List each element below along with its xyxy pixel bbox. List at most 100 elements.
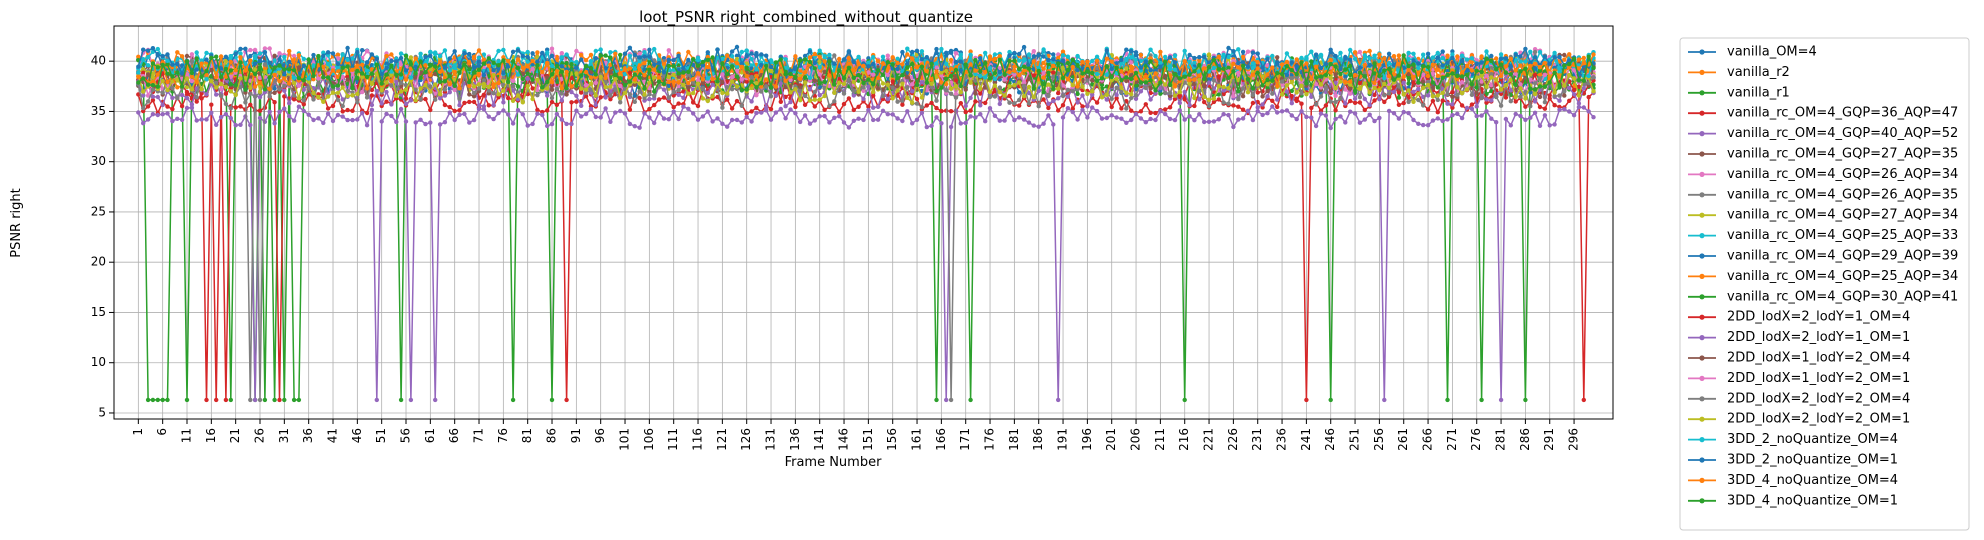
data-point xyxy=(1041,97,1045,101)
data-point xyxy=(745,115,749,119)
data-point xyxy=(219,115,223,119)
data-point xyxy=(1251,101,1255,105)
data-point xyxy=(574,109,578,113)
data-point xyxy=(1402,101,1406,105)
data-point xyxy=(1275,55,1279,59)
data-point xyxy=(895,116,899,120)
data-point xyxy=(988,106,992,110)
data-point xyxy=(1051,99,1055,103)
data-point xyxy=(482,93,486,97)
data-point xyxy=(939,121,943,125)
data-point xyxy=(1037,89,1041,93)
data-point xyxy=(681,96,685,100)
data-point xyxy=(1202,85,1206,89)
data-point xyxy=(993,52,997,56)
data-point xyxy=(1411,90,1415,94)
data-point xyxy=(443,120,447,124)
data-point xyxy=(496,111,500,115)
data-point xyxy=(1372,98,1376,102)
data-point xyxy=(1187,103,1191,107)
data-point xyxy=(1129,118,1133,122)
data-point xyxy=(696,104,700,108)
data-point xyxy=(234,105,238,109)
data-point xyxy=(934,106,938,110)
data-point xyxy=(920,49,924,53)
data-point xyxy=(725,125,729,129)
data-point xyxy=(1329,89,1333,93)
data-point xyxy=(1066,106,1070,110)
data-point xyxy=(735,99,739,103)
data-point xyxy=(993,114,997,118)
data-point xyxy=(998,102,1002,106)
data-point xyxy=(224,112,228,116)
data-point xyxy=(268,46,272,50)
data-point xyxy=(1256,60,1260,64)
data-point xyxy=(852,119,856,123)
data-point xyxy=(652,121,656,125)
data-point xyxy=(1144,102,1148,106)
data-point xyxy=(1260,94,1264,98)
data-point xyxy=(1217,117,1221,121)
data-point xyxy=(1377,116,1381,120)
data-point xyxy=(745,66,749,70)
data-point xyxy=(1309,106,1313,110)
data-point xyxy=(185,96,189,100)
data-point xyxy=(545,124,549,128)
data-point xyxy=(1275,110,1279,114)
data-point xyxy=(866,108,870,112)
data-point xyxy=(457,108,461,112)
data-point xyxy=(623,111,627,115)
data-point xyxy=(949,58,953,62)
data-point xyxy=(1514,99,1518,103)
data-point xyxy=(238,104,242,108)
data-point xyxy=(964,121,968,125)
data-point xyxy=(1056,108,1060,112)
data-point xyxy=(832,116,836,120)
data-point xyxy=(1402,110,1406,114)
data-point xyxy=(248,103,252,107)
data-point xyxy=(1523,105,1527,109)
data-point xyxy=(978,103,982,107)
data-point xyxy=(584,58,588,62)
data-point xyxy=(1484,49,1488,53)
data-point xyxy=(1236,117,1240,121)
data-point xyxy=(1275,105,1279,109)
data-point xyxy=(1129,109,1133,113)
data-point xyxy=(1110,113,1114,117)
data-point xyxy=(501,48,505,52)
data-point xyxy=(365,49,369,53)
data-point xyxy=(1343,120,1347,124)
data-point xyxy=(983,51,987,55)
data-point xyxy=(813,79,817,83)
data-point xyxy=(1567,86,1571,90)
data-point xyxy=(418,118,422,122)
data-point xyxy=(394,120,398,124)
data-point xyxy=(287,49,291,53)
data-point xyxy=(1153,118,1157,122)
data-point xyxy=(900,119,904,123)
data-point xyxy=(1046,102,1050,106)
data-point xyxy=(1333,117,1337,121)
data-point xyxy=(1368,103,1372,107)
data-point xyxy=(487,103,491,107)
data-point xyxy=(1056,96,1060,100)
data-point xyxy=(983,101,987,105)
data-point xyxy=(886,97,890,101)
data-point xyxy=(248,123,252,127)
data-point xyxy=(263,62,267,66)
data-point xyxy=(808,87,812,91)
data-point xyxy=(1509,123,1513,127)
data-point xyxy=(199,96,203,100)
data-point xyxy=(1475,91,1479,95)
data-point xyxy=(1431,99,1435,103)
data-point xyxy=(1416,122,1420,126)
data-point xyxy=(151,398,155,402)
data-point xyxy=(482,104,486,108)
data-point xyxy=(1212,119,1216,123)
data-point xyxy=(667,48,671,52)
data-point xyxy=(589,107,593,111)
data-point xyxy=(1119,117,1123,121)
data-point xyxy=(652,103,656,107)
data-point xyxy=(856,117,860,121)
data-point xyxy=(428,120,432,124)
